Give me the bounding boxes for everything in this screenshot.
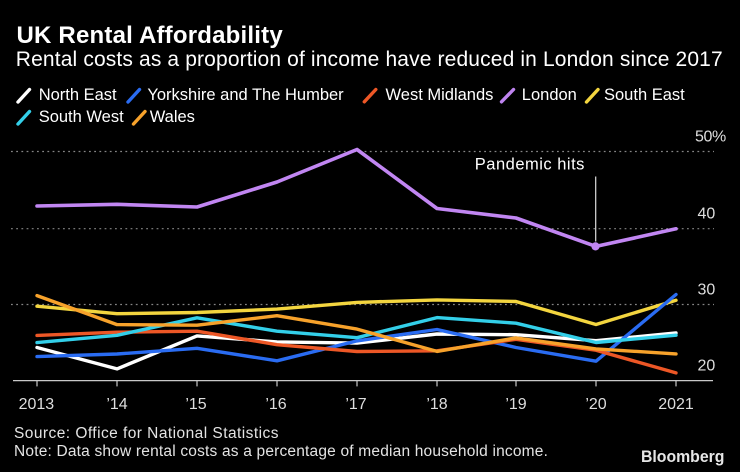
svg-text:2021: 2021	[658, 396, 694, 413]
svg-text:’16: ’16	[265, 396, 286, 413]
svg-text:50%: 50%	[695, 129, 726, 146]
svg-text:20: 20	[698, 358, 716, 375]
svg-text:’19: ’19	[505, 396, 526, 413]
svg-text:’15: ’15	[185, 396, 206, 413]
svg-text:’17: ’17	[345, 396, 366, 413]
svg-text:2013: 2013	[19, 396, 55, 413]
svg-text:30: 30	[698, 282, 716, 299]
svg-text:’18: ’18	[426, 396, 447, 413]
svg-text:’20: ’20	[585, 396, 606, 413]
svg-text:40: 40	[698, 206, 716, 223]
svg-text:’14: ’14	[106, 396, 127, 413]
svg-text:Pandemic hits: Pandemic hits	[475, 156, 585, 174]
